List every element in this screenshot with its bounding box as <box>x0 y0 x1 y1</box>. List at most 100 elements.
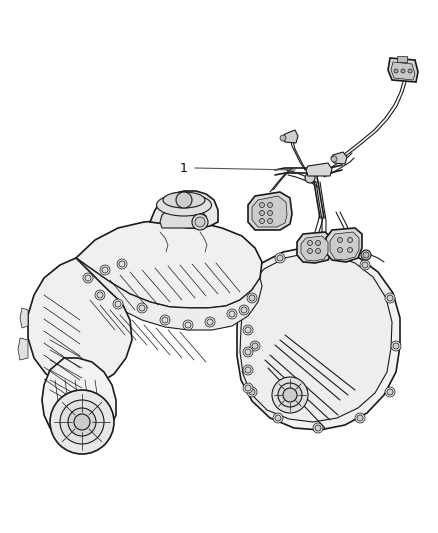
Circle shape <box>162 317 168 323</box>
Polygon shape <box>330 232 359 260</box>
Ellipse shape <box>156 194 212 216</box>
Polygon shape <box>160 208 206 228</box>
Ellipse shape <box>163 192 205 208</box>
Circle shape <box>277 255 283 261</box>
Circle shape <box>229 311 235 317</box>
Circle shape <box>278 383 302 407</box>
Circle shape <box>313 423 323 433</box>
Circle shape <box>259 219 265 223</box>
Polygon shape <box>20 308 28 328</box>
Circle shape <box>273 413 283 423</box>
Circle shape <box>268 219 272 223</box>
Circle shape <box>361 250 371 260</box>
Circle shape <box>119 261 125 267</box>
Polygon shape <box>42 358 116 444</box>
Circle shape <box>275 415 281 421</box>
Polygon shape <box>237 247 400 430</box>
Circle shape <box>268 203 272 207</box>
Circle shape <box>241 307 247 313</box>
Polygon shape <box>18 338 28 360</box>
Polygon shape <box>76 220 262 308</box>
Circle shape <box>243 325 253 335</box>
Polygon shape <box>282 130 298 143</box>
Circle shape <box>207 319 213 325</box>
Circle shape <box>195 217 205 227</box>
Circle shape <box>139 305 145 311</box>
Circle shape <box>252 343 258 349</box>
Circle shape <box>315 248 321 254</box>
Circle shape <box>243 383 253 393</box>
Circle shape <box>100 265 110 275</box>
Circle shape <box>183 320 193 330</box>
Polygon shape <box>252 196 287 227</box>
Circle shape <box>318 247 328 257</box>
Polygon shape <box>391 62 415 80</box>
Circle shape <box>401 69 405 73</box>
Circle shape <box>355 413 365 423</box>
Circle shape <box>113 299 123 309</box>
Circle shape <box>394 69 398 73</box>
Circle shape <box>83 273 93 283</box>
Circle shape <box>347 238 353 243</box>
Circle shape <box>360 260 370 270</box>
Circle shape <box>245 385 251 391</box>
Circle shape <box>115 301 121 307</box>
Polygon shape <box>240 253 392 422</box>
Circle shape <box>85 275 91 281</box>
Circle shape <box>249 389 255 395</box>
Polygon shape <box>326 228 362 262</box>
Circle shape <box>393 343 399 349</box>
Circle shape <box>283 388 297 402</box>
Circle shape <box>192 214 208 230</box>
Circle shape <box>385 293 395 303</box>
Circle shape <box>387 295 393 301</box>
Circle shape <box>320 249 326 255</box>
Circle shape <box>259 203 265 207</box>
Polygon shape <box>331 152 347 164</box>
Circle shape <box>74 414 90 430</box>
Circle shape <box>249 295 255 301</box>
Circle shape <box>176 192 192 208</box>
Circle shape <box>185 322 191 328</box>
Circle shape <box>95 290 105 300</box>
Polygon shape <box>28 258 132 388</box>
Polygon shape <box>301 236 328 261</box>
Circle shape <box>280 135 286 141</box>
Circle shape <box>362 262 368 268</box>
Circle shape <box>272 377 308 413</box>
Circle shape <box>268 211 272 215</box>
Circle shape <box>247 293 257 303</box>
Polygon shape <box>306 163 332 176</box>
Polygon shape <box>397 56 407 62</box>
Circle shape <box>408 69 412 73</box>
Circle shape <box>247 387 257 397</box>
Circle shape <box>60 400 104 444</box>
Circle shape <box>387 389 393 395</box>
Circle shape <box>385 387 395 397</box>
Text: 1: 1 <box>180 161 188 174</box>
Polygon shape <box>297 232 332 263</box>
Circle shape <box>347 247 353 253</box>
Circle shape <box>50 390 114 454</box>
Polygon shape <box>76 258 262 330</box>
Circle shape <box>137 303 147 313</box>
Circle shape <box>239 305 249 315</box>
Circle shape <box>227 309 237 319</box>
Circle shape <box>243 365 253 375</box>
Circle shape <box>338 247 343 253</box>
Circle shape <box>363 252 369 258</box>
Circle shape <box>331 156 337 162</box>
Circle shape <box>245 349 251 355</box>
Polygon shape <box>150 191 218 228</box>
Circle shape <box>305 173 315 183</box>
Circle shape <box>102 267 108 273</box>
Circle shape <box>117 259 127 269</box>
Circle shape <box>245 367 251 373</box>
Circle shape <box>259 211 265 215</box>
Circle shape <box>250 341 260 351</box>
Circle shape <box>391 341 401 351</box>
Circle shape <box>275 253 285 263</box>
Circle shape <box>315 240 321 246</box>
Circle shape <box>160 315 170 325</box>
Circle shape <box>357 415 363 421</box>
